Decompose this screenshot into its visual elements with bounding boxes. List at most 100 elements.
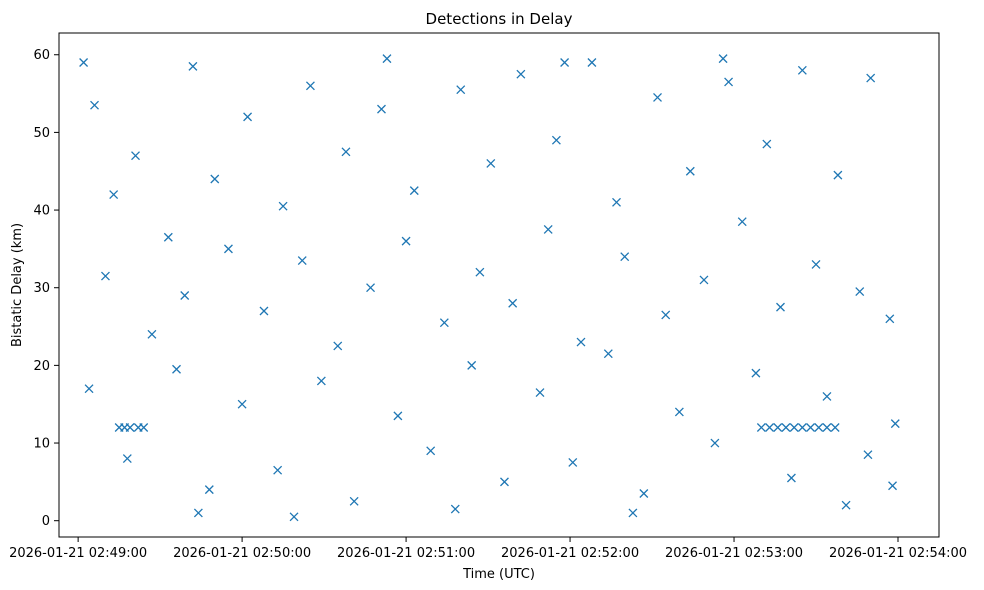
data-point-marker	[278, 201, 288, 211]
data-point-marker	[765, 423, 775, 432]
data-point-marker	[751, 368, 761, 378]
data-point-marker	[377, 104, 386, 114]
y-tick-label: 0	[42, 514, 50, 529]
data-point-marker	[888, 481, 897, 491]
data-point-marker	[724, 77, 734, 87]
y-tick-label: 40	[33, 204, 50, 219]
data-point-marker	[789, 423, 799, 432]
x-tick-label: 2026-01-21 02:54:00	[829, 546, 967, 561]
data-point-marker	[180, 291, 190, 300]
data-point-marker	[101, 271, 110, 281]
data-point-marker	[806, 423, 816, 432]
x-tick-label: 2026-01-21 02:52:00	[501, 546, 639, 561]
data-point-marker	[863, 450, 873, 460]
data-point-marker	[237, 399, 247, 409]
data-markers	[79, 54, 900, 522]
data-point-marker	[560, 58, 570, 67]
data-point-marker	[830, 423, 840, 432]
data-point-marker	[349, 496, 359, 506]
data-point-marker	[587, 58, 597, 67]
data-point-marker	[710, 438, 720, 448]
data-point-marker	[786, 473, 796, 483]
data-point-marker	[718, 54, 728, 64]
x-axis: 2026-01-21 02:49:00 2026-01-21 02:50:00 20…	[9, 537, 967, 561]
data-point-marker	[125, 423, 135, 432]
y-tick-label: 60	[33, 48, 50, 63]
data-point-marker	[535, 388, 545, 398]
data-point-marker	[204, 485, 214, 495]
data-point-marker	[316, 376, 326, 386]
data-point-marker	[822, 423, 832, 432]
data-point-marker	[773, 423, 783, 432]
data-point-marker	[341, 147, 351, 157]
data-point-marker	[456, 85, 466, 95]
data-point-marker	[486, 159, 496, 168]
data-point-marker	[289, 512, 299, 522]
data-point-marker	[90, 100, 99, 110]
data-point-marker	[890, 419, 900, 429]
data-point-marker	[685, 166, 695, 176]
data-point-marker	[450, 504, 460, 514]
data-point-marker	[822, 391, 832, 401]
data-point-marker	[109, 190, 119, 199]
data-point-marker	[188, 61, 198, 71]
data-point-marker	[79, 58, 89, 67]
data-point-marker	[273, 465, 283, 475]
data-point-marker	[84, 384, 94, 394]
data-point-marker	[576, 337, 586, 347]
data-point-marker	[382, 54, 392, 64]
data-point-marker	[811, 259, 821, 269]
y-tick-label: 30	[33, 281, 50, 296]
data-point-marker	[841, 500, 851, 510]
data-point-marker	[508, 298, 518, 308]
x-axis-label: Time (UTC)	[462, 567, 535, 582]
data-point-marker	[193, 508, 203, 518]
data-point-marker	[467, 360, 477, 370]
data-point-marker	[475, 267, 485, 277]
data-point-marker	[628, 508, 638, 518]
data-point-marker	[243, 112, 253, 122]
data-point-marker	[516, 69, 526, 79]
data-point-marker	[756, 423, 766, 432]
data-point-marker	[568, 457, 578, 467]
y-axis: 0 10 20 30 40 50 60	[33, 48, 59, 529]
data-point-marker	[366, 283, 376, 293]
data-point-marker	[223, 244, 233, 254]
data-point-marker	[426, 446, 436, 456]
y-tick-label: 10	[33, 437, 50, 452]
data-point-marker	[781, 423, 791, 432]
data-point-marker	[439, 318, 449, 328]
data-point-marker	[612, 197, 621, 207]
data-point-marker	[674, 407, 684, 417]
data-point-marker	[401, 236, 411, 246]
data-point-marker	[210, 174, 220, 184]
data-point-marker	[866, 73, 876, 83]
data-point-marker	[305, 81, 315, 91]
data-point-marker	[172, 364, 181, 374]
data-point-marker	[661, 310, 671, 320]
data-point-marker	[543, 225, 553, 234]
data-point-marker	[122, 454, 132, 464]
x-tick-label: 2026-01-21 02:50:00	[173, 546, 311, 561]
x-tick-label: 2026-01-21 02:51:00	[337, 546, 475, 561]
data-point-marker	[814, 423, 824, 432]
data-point-marker	[797, 423, 807, 432]
data-point-marker	[699, 275, 709, 285]
y-axis-label: Bistatic Delay (km)	[10, 223, 25, 347]
plot-frame	[58, 32, 940, 538]
data-point-marker	[833, 170, 843, 180]
data-point-marker	[737, 217, 747, 227]
x-tick-label: 2026-01-21 02:53:00	[665, 546, 803, 561]
data-point-marker	[855, 287, 865, 297]
data-point-marker	[139, 423, 149, 432]
data-point-marker	[762, 139, 772, 149]
data-point-marker	[551, 135, 561, 145]
data-point-marker	[797, 65, 807, 75]
y-tick-label: 20	[33, 359, 50, 374]
y-tick-label: 50	[33, 126, 50, 141]
data-point-marker	[620, 252, 630, 262]
data-point-marker	[603, 349, 613, 359]
data-point-marker	[131, 151, 140, 161]
